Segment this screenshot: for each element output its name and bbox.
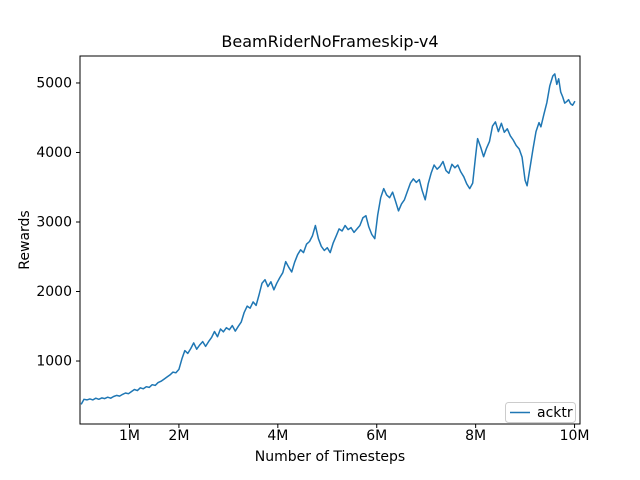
y-tick-label: 4000 (36, 145, 72, 161)
y-axis-label: Rewards (17, 210, 33, 269)
y-tick-label: 1000 (36, 354, 72, 370)
legend-box: acktr (505, 402, 576, 423)
y-tick-label: 5000 (36, 75, 72, 91)
plot-area: 1M 2M 4M 6M 8M 10M 1000 2000 3000 4000 5000 (36, 55, 590, 444)
x-tick-label: 1M (119, 428, 140, 444)
y-tick-label: 3000 (36, 214, 72, 230)
x-tick-label: 6M (366, 428, 387, 444)
x-tick-label: 10M (560, 428, 590, 444)
x-tick-label: 8M (465, 428, 486, 444)
x-tick-label: 4M (267, 428, 288, 444)
chart-title: BeamRiderNoFrameskip-v4 (221, 32, 438, 51)
series-line-acktr (80, 73, 576, 405)
legend-entry-label: acktr (537, 405, 573, 421)
axes-spines (79, 55, 581, 425)
x-tick-label: 2M (168, 428, 189, 444)
y-tick-label: 2000 (36, 284, 72, 300)
x-axis-label: Number of Timesteps (255, 449, 405, 465)
legend-frame (505, 402, 576, 423)
